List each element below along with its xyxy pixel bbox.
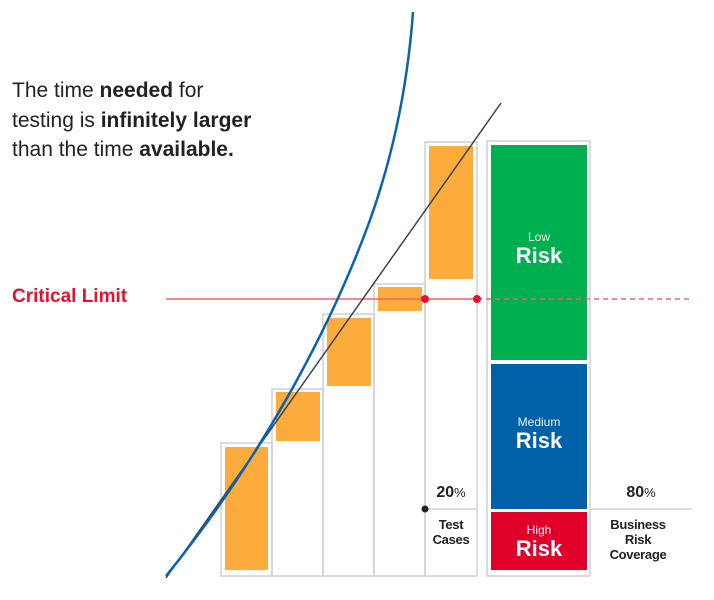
risk-level: Low xyxy=(527,230,550,244)
percent-value: 80 xyxy=(626,484,645,501)
critical-limit-label: Critical Limit xyxy=(12,286,128,307)
medium-risk-block xyxy=(491,364,587,509)
label-line: Cases xyxy=(432,532,470,547)
high-risk-block xyxy=(491,512,587,570)
exponential-curve xyxy=(165,11,415,577)
risk-level: Medium xyxy=(517,415,561,429)
low-risk-block xyxy=(491,145,587,360)
critical-dot-risk xyxy=(473,295,481,303)
risk-word: Risk xyxy=(515,243,563,268)
risk-level: High xyxy=(526,523,552,537)
intro-bold: needed xyxy=(99,79,174,102)
intro-text: The time xyxy=(12,79,100,102)
low-risk-label: Low Risk xyxy=(491,230,587,268)
intro-text: for testing is xyxy=(12,79,204,132)
intro-text: than the time xyxy=(12,138,140,161)
test-effort-bars xyxy=(225,146,473,570)
label-line: Test xyxy=(438,517,464,532)
risk-frame xyxy=(486,140,591,577)
effort-bar-5 xyxy=(429,146,473,279)
medium-risk-label: Medium Risk xyxy=(491,415,587,453)
risk-word: Risk xyxy=(515,536,563,561)
effort-bar-2 xyxy=(276,392,320,441)
intro-statement: The time needed for testing is infinitel… xyxy=(12,76,262,165)
percent-sign: % xyxy=(454,485,466,500)
risk-word: Risk xyxy=(515,428,563,453)
critical-dot-test xyxy=(421,295,429,303)
business-risk-percent: 80% xyxy=(590,484,692,502)
intro-bold: available. xyxy=(139,138,234,161)
percent-value: 20 xyxy=(436,484,455,501)
linear-time-line xyxy=(165,102,502,579)
column-grid xyxy=(220,140,692,577)
test-cases-dot xyxy=(421,505,429,513)
label-line: Coverage xyxy=(609,547,667,562)
high-risk-label: High Risk xyxy=(491,523,587,561)
percent-sign: % xyxy=(644,485,656,500)
effort-bar-3 xyxy=(327,318,371,386)
business-risk-label: Business Risk Coverage xyxy=(590,517,686,562)
label-line: Risk xyxy=(624,532,652,547)
intro-bold: infinitely larger xyxy=(100,108,252,132)
test-cases-percent: 20% xyxy=(425,484,477,502)
column-5 xyxy=(424,141,478,577)
column-4 xyxy=(373,283,426,577)
test-cases-label: Test Cases xyxy=(425,517,477,547)
label-line: Business xyxy=(610,517,666,532)
effort-bar-1 xyxy=(225,447,268,570)
